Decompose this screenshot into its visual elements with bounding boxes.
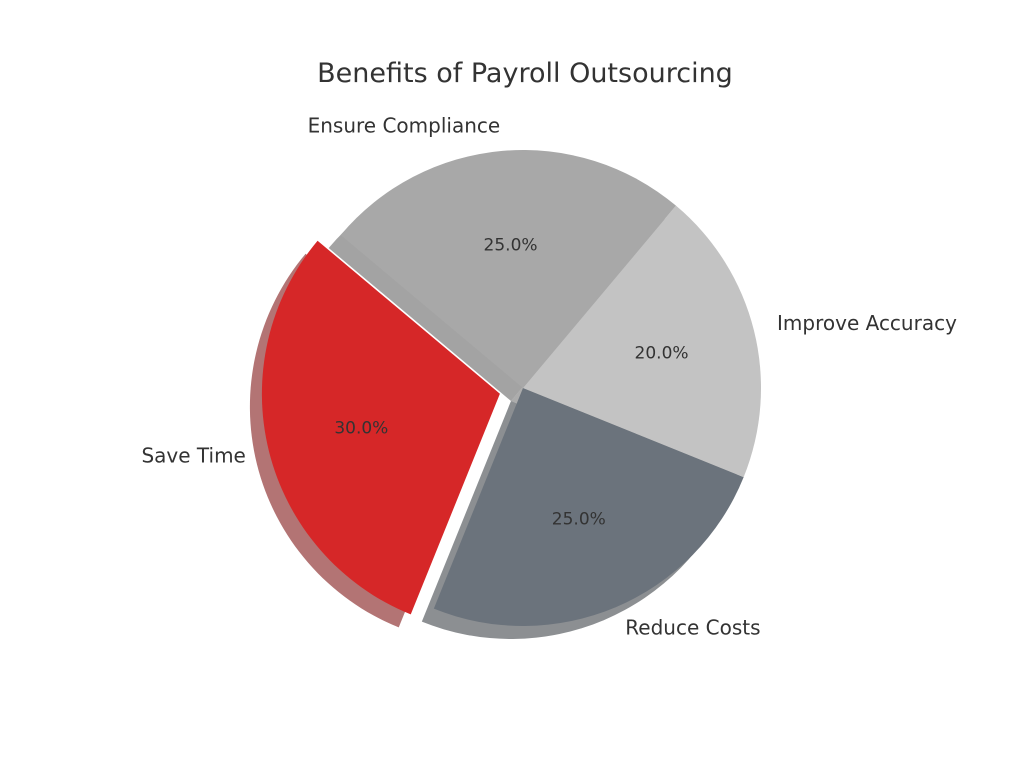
slice-labels: Save Time 30.0% Reduce Costs 25.0% Improve A… [141, 114, 957, 640]
slice-label-ensure-compliance: Ensure Compliance [308, 114, 501, 138]
slice-label-improve-accuracy: Improve Accuracy [777, 311, 957, 335]
pct-label-reduce-costs: 25.0% [552, 509, 606, 529]
pct-label-ensure-compliance: 25.0% [484, 236, 538, 256]
chart-title: Benefits of Payroll Outsourcing [317, 58, 733, 89]
slice-improve-accuracy [523, 205, 761, 478]
slice-reduce-costs [433, 388, 744, 626]
slice-label-save-time: Save Time [141, 444, 245, 468]
pie-slices [261, 150, 761, 626]
slice-ensure-compliance [340, 150, 676, 388]
slice-save-time [261, 240, 500, 615]
pct-label-improve-accuracy: 20.0% [635, 343, 689, 363]
pct-label-save-time: 30.0% [334, 418, 388, 438]
slice-label-reduce-costs: Reduce Costs [625, 615, 760, 639]
